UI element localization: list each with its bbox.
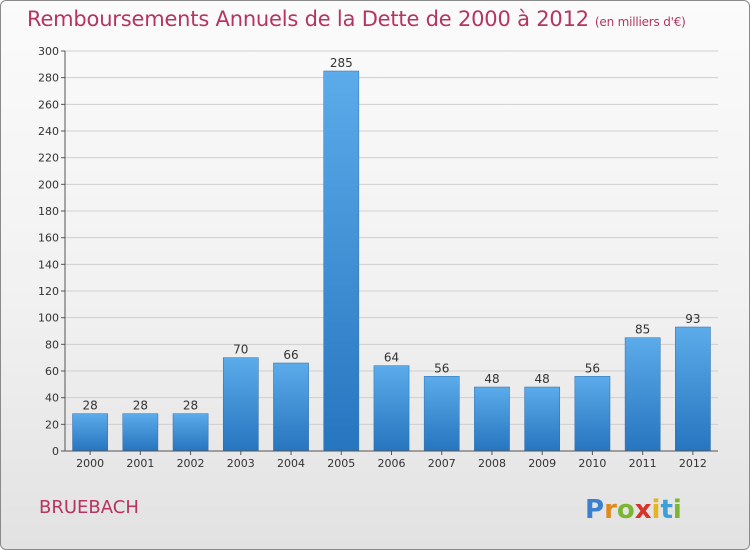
svg-text:Proxiti: Proxiti [585,495,682,525]
x-tick-label: 2010 [578,457,606,470]
y-tick-label: 300 [38,45,59,58]
bar [72,413,108,452]
data-label: 28 [133,399,148,413]
y-tick-label: 180 [38,205,59,218]
bar [524,386,561,452]
data-label: 85 [635,323,650,337]
x-tick-label: 2005 [327,457,355,470]
data-label: 56 [434,361,449,375]
bar [675,326,711,452]
y-tick-label: 240 [38,125,59,138]
bar [222,357,259,452]
x-tick-label: 2001 [126,457,154,470]
y-tick-label: 80 [45,338,59,351]
y-tick-label: 100 [38,312,59,325]
data-label: 93 [685,312,700,326]
bar [574,376,611,452]
y-tick-label: 160 [38,232,59,245]
x-tick-label: 2007 [428,457,456,470]
x-tick-label: 2011 [629,457,657,470]
y-tick-label: 260 [38,98,59,111]
data-label: 64 [384,351,399,365]
bar [423,376,460,452]
bar [474,386,510,452]
x-tick-label: 2006 [378,457,406,470]
x-tick-label: 2012 [679,457,707,470]
x-tick-label: 2008 [478,457,506,470]
x-tick-label: 2003 [227,457,255,470]
data-label: 285 [330,56,353,70]
bar [624,337,661,452]
y-tick-label: 140 [38,258,59,271]
y-tick-label: 20 [45,418,59,431]
data-label: 48 [484,372,499,386]
bar [122,413,159,452]
data-label: 28 [82,399,97,413]
y-tick-label: 0 [52,445,59,458]
bar [273,362,309,452]
proxiti-logo: Proxiti [585,495,682,525]
y-tick-label: 40 [45,392,59,405]
x-tick-label: 2002 [177,457,205,470]
chart-title: Remboursements Annuels de la Dette de 20… [27,7,686,31]
bar [373,365,410,452]
data-label: 70 [233,343,248,357]
commune-name: BRUEBACH [39,497,139,518]
data-label: 56 [585,361,600,375]
bar [323,70,360,452]
x-tick-label: 2004 [277,457,305,470]
x-tick-label: 2000 [76,457,104,470]
y-tick-label: 280 [38,72,59,85]
y-tick-label: 200 [38,178,59,191]
x-tick-label: 2009 [528,457,556,470]
bar [172,413,209,452]
y-tick-label: 120 [38,285,59,298]
chart-subtitle: (en milliers d'€) [594,15,686,29]
data-label: 66 [283,348,298,362]
y-tick-label: 220 [38,152,59,165]
data-label: 28 [183,399,198,413]
data-label: 48 [535,372,550,386]
y-tick-label: 60 [45,365,59,378]
